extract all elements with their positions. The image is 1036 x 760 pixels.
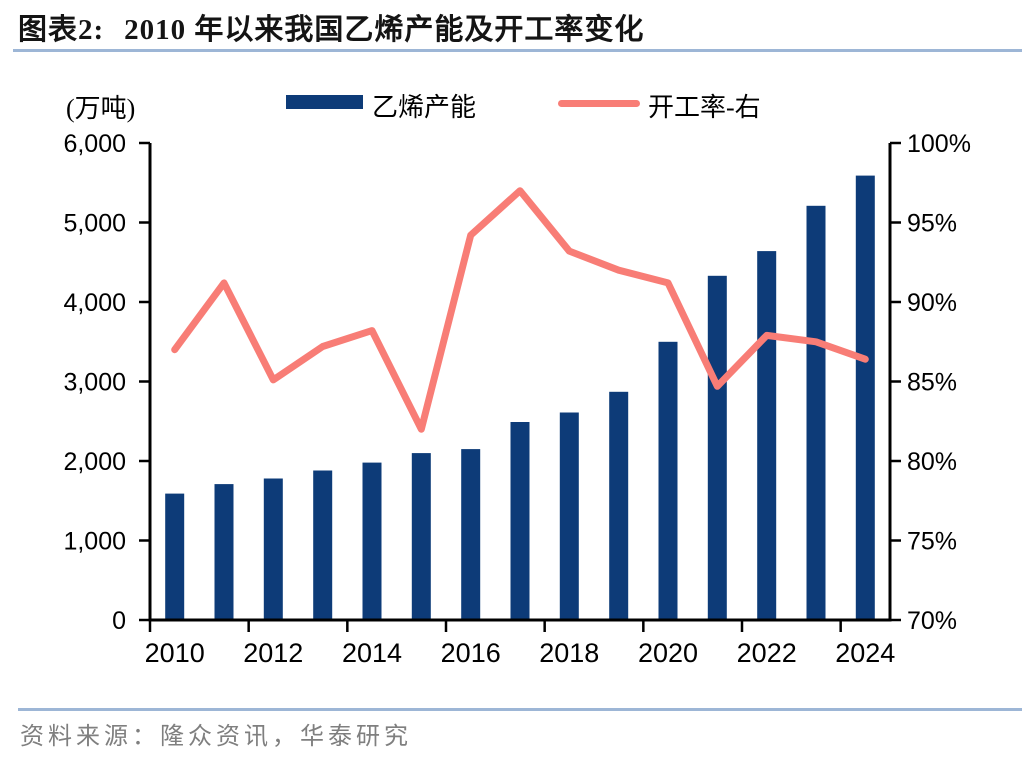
- left-tick-label: 3,000: [63, 369, 126, 397]
- x-tick-label: 2012: [243, 638, 303, 668]
- title-divider: [13, 49, 1022, 52]
- bar-2016: [461, 449, 481, 620]
- bar-2021: [707, 275, 727, 620]
- right-tick-label: 85%: [907, 369, 957, 397]
- bar-2019: [609, 391, 629, 620]
- x-tick-label: 2020: [638, 638, 698, 668]
- left-tick-label: 6,000: [63, 130, 126, 158]
- bar-2010: [165, 493, 185, 620]
- bar-2020: [658, 341, 678, 621]
- left-tick-label: 2,000: [63, 448, 126, 476]
- bar-2014: [362, 462, 382, 620]
- right-tick-label: 70%: [907, 607, 957, 635]
- figure-number-label: 图表2:: [18, 14, 105, 46]
- bar-2012: [263, 478, 283, 620]
- legend-line-swatch: [558, 100, 640, 107]
- footer-divider: [18, 708, 1022, 711]
- x-axis-labels: 2010 2012 2014 2016 2018 2020 2022 2024: [145, 638, 896, 668]
- bar-2015: [411, 453, 431, 620]
- x-tick-label: 2022: [737, 638, 797, 668]
- utilization-line: [171, 187, 869, 433]
- right-axis-labels: 70% 75% 80% 85% 90% 95% 100%: [907, 130, 971, 635]
- x-tick-label: 2010: [145, 638, 205, 668]
- source-note: 资料来源：隆众资讯，华泰研究: [20, 724, 412, 750]
- legend-bar-label: 乙烯产能: [372, 93, 477, 122]
- tick-marks: [139, 141, 901, 632]
- legend-bar-swatch: [286, 95, 363, 109]
- x-tick-label: 2024: [835, 638, 895, 668]
- figure-title: 2010 年以来我国乙烯产能及开工率变化: [124, 14, 645, 46]
- x-tick-label: 2016: [441, 638, 501, 668]
- left-tick-label: 5,000: [63, 210, 126, 238]
- figure-header: 图表2: 2010 年以来我国乙烯产能及开工率变化: [18, 6, 644, 48]
- right-tick-label: 100%: [907, 130, 971, 158]
- bar-2013: [313, 470, 333, 620]
- bar-2022: [757, 251, 777, 620]
- bar-2018: [559, 412, 579, 620]
- right-tick-label: 80%: [907, 448, 957, 476]
- left-tick-label: 4,000: [63, 289, 126, 317]
- x-tick-label: 2018: [539, 638, 599, 668]
- right-tick-label: 95%: [907, 210, 957, 238]
- left-tick-label: 0: [112, 607, 126, 635]
- left-tick-label: 1,000: [63, 528, 126, 556]
- legend-line-label: 开工率-右: [648, 93, 761, 122]
- right-tick-label: 90%: [907, 289, 957, 317]
- bar-2024: [855, 175, 875, 620]
- right-tick-label: 75%: [907, 528, 957, 556]
- bar-2023: [806, 205, 826, 621]
- left-axis-unit: (万吨): [66, 94, 136, 123]
- left-axis-labels: 0 1,000 2,000 3,000 4,000 5,000 6,000: [63, 130, 126, 635]
- bar-2017: [510, 422, 530, 620]
- bar-2011: [214, 484, 234, 620]
- capacity-bars: [165, 175, 875, 621]
- x-tick-label: 2014: [342, 638, 402, 668]
